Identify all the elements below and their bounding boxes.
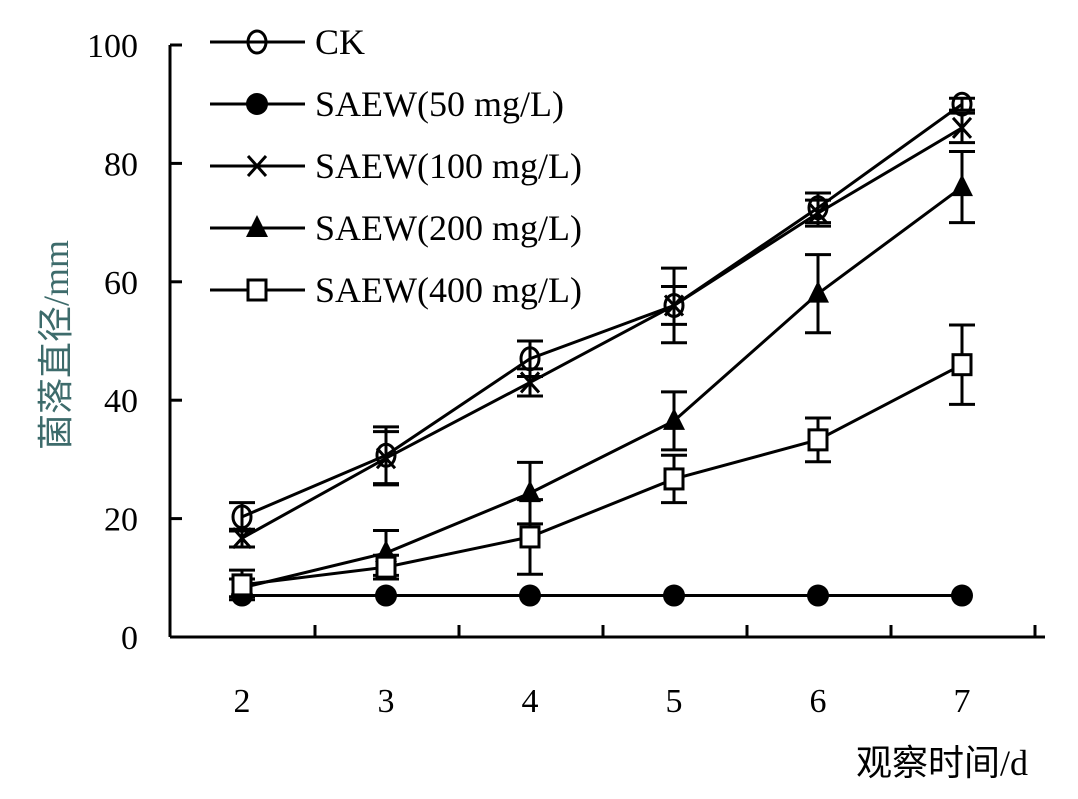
filled-circle-marker bbox=[519, 584, 541, 607]
x-tick-label: 5 bbox=[666, 683, 683, 720]
filled-triangle-marker bbox=[519, 480, 541, 503]
series-line bbox=[241, 102, 963, 519]
open-square-marker bbox=[519, 525, 541, 549]
series-line bbox=[241, 185, 963, 590]
x-tick-label: 4 bbox=[522, 683, 539, 720]
x-tick-label: 7 bbox=[954, 683, 971, 720]
series-line bbox=[241, 126, 963, 540]
series-1 bbox=[231, 584, 973, 607]
open-square-marker bbox=[807, 428, 829, 452]
filled-circle-marker bbox=[663, 584, 685, 607]
x-axis-label: 观察时间/d bbox=[856, 743, 1028, 783]
legend-item: CK bbox=[210, 22, 365, 62]
legend-item: SAEW(100 mg/L) bbox=[210, 146, 582, 186]
open-square-marker bbox=[375, 555, 397, 579]
legend-label: CK bbox=[315, 22, 365, 62]
x-marker bbox=[663, 294, 685, 317]
x-marker bbox=[246, 154, 268, 178]
y-axis-label: 菌落直径/mm bbox=[36, 240, 76, 450]
x-marker bbox=[375, 447, 397, 470]
x-marker bbox=[231, 527, 253, 550]
x-marker bbox=[807, 202, 829, 225]
filled-triangle-marker bbox=[246, 215, 268, 237]
y-tick-label: 40 bbox=[104, 383, 138, 420]
axes: 0 20 40 60 80 100 2 3 4 5 6 7 bbox=[87, 28, 1045, 720]
y-tick-label: 100 bbox=[87, 28, 138, 65]
legend: CK SAEW(50 mg/L) SAEW(100 mg/L) SAEW(200 mg… bbox=[210, 22, 582, 310]
x-marker bbox=[519, 371, 541, 394]
open-square-marker bbox=[951, 353, 973, 377]
legend-label: SAEW(50 mg/L) bbox=[315, 84, 564, 124]
x-tick-label: 3 bbox=[378, 683, 395, 720]
legend-label: SAEW(100 mg/L) bbox=[315, 146, 582, 186]
x-tick-label: 2 bbox=[234, 683, 251, 720]
series-2 bbox=[229, 111, 975, 550]
filled-circle-marker bbox=[375, 584, 397, 607]
y-tick-label: 60 bbox=[104, 265, 138, 302]
filled-circle-marker bbox=[951, 584, 973, 607]
legend-label: SAEW(200 mg/L) bbox=[315, 208, 582, 248]
data-marks bbox=[229, 91, 975, 607]
x-tick-label: 6 bbox=[810, 683, 827, 720]
filled-circle-marker bbox=[246, 93, 268, 115]
open-square-marker bbox=[663, 467, 685, 491]
open-square-marker bbox=[246, 278, 268, 302]
y-tick-label: 80 bbox=[104, 146, 138, 183]
open-square-marker bbox=[231, 573, 253, 597]
x-marker bbox=[951, 116, 973, 139]
filled-triangle-marker bbox=[951, 174, 973, 197]
filled-triangle-marker bbox=[663, 407, 685, 430]
series-line bbox=[241, 363, 963, 587]
filled-triangle-marker bbox=[807, 280, 829, 303]
filled-circle-marker bbox=[807, 584, 829, 607]
y-tick-label: 0 bbox=[121, 620, 138, 657]
open-circle-marker bbox=[246, 29, 268, 55]
y-tick-label: 20 bbox=[104, 502, 138, 539]
legend-item: SAEW(200 mg/L) bbox=[210, 208, 582, 248]
legend-item: SAEW(400 mg/L) bbox=[210, 270, 582, 310]
legend-label: SAEW(400 mg/L) bbox=[315, 270, 582, 310]
series-4 bbox=[229, 323, 975, 602]
legend-item: SAEW(50 mg/L) bbox=[210, 84, 564, 124]
